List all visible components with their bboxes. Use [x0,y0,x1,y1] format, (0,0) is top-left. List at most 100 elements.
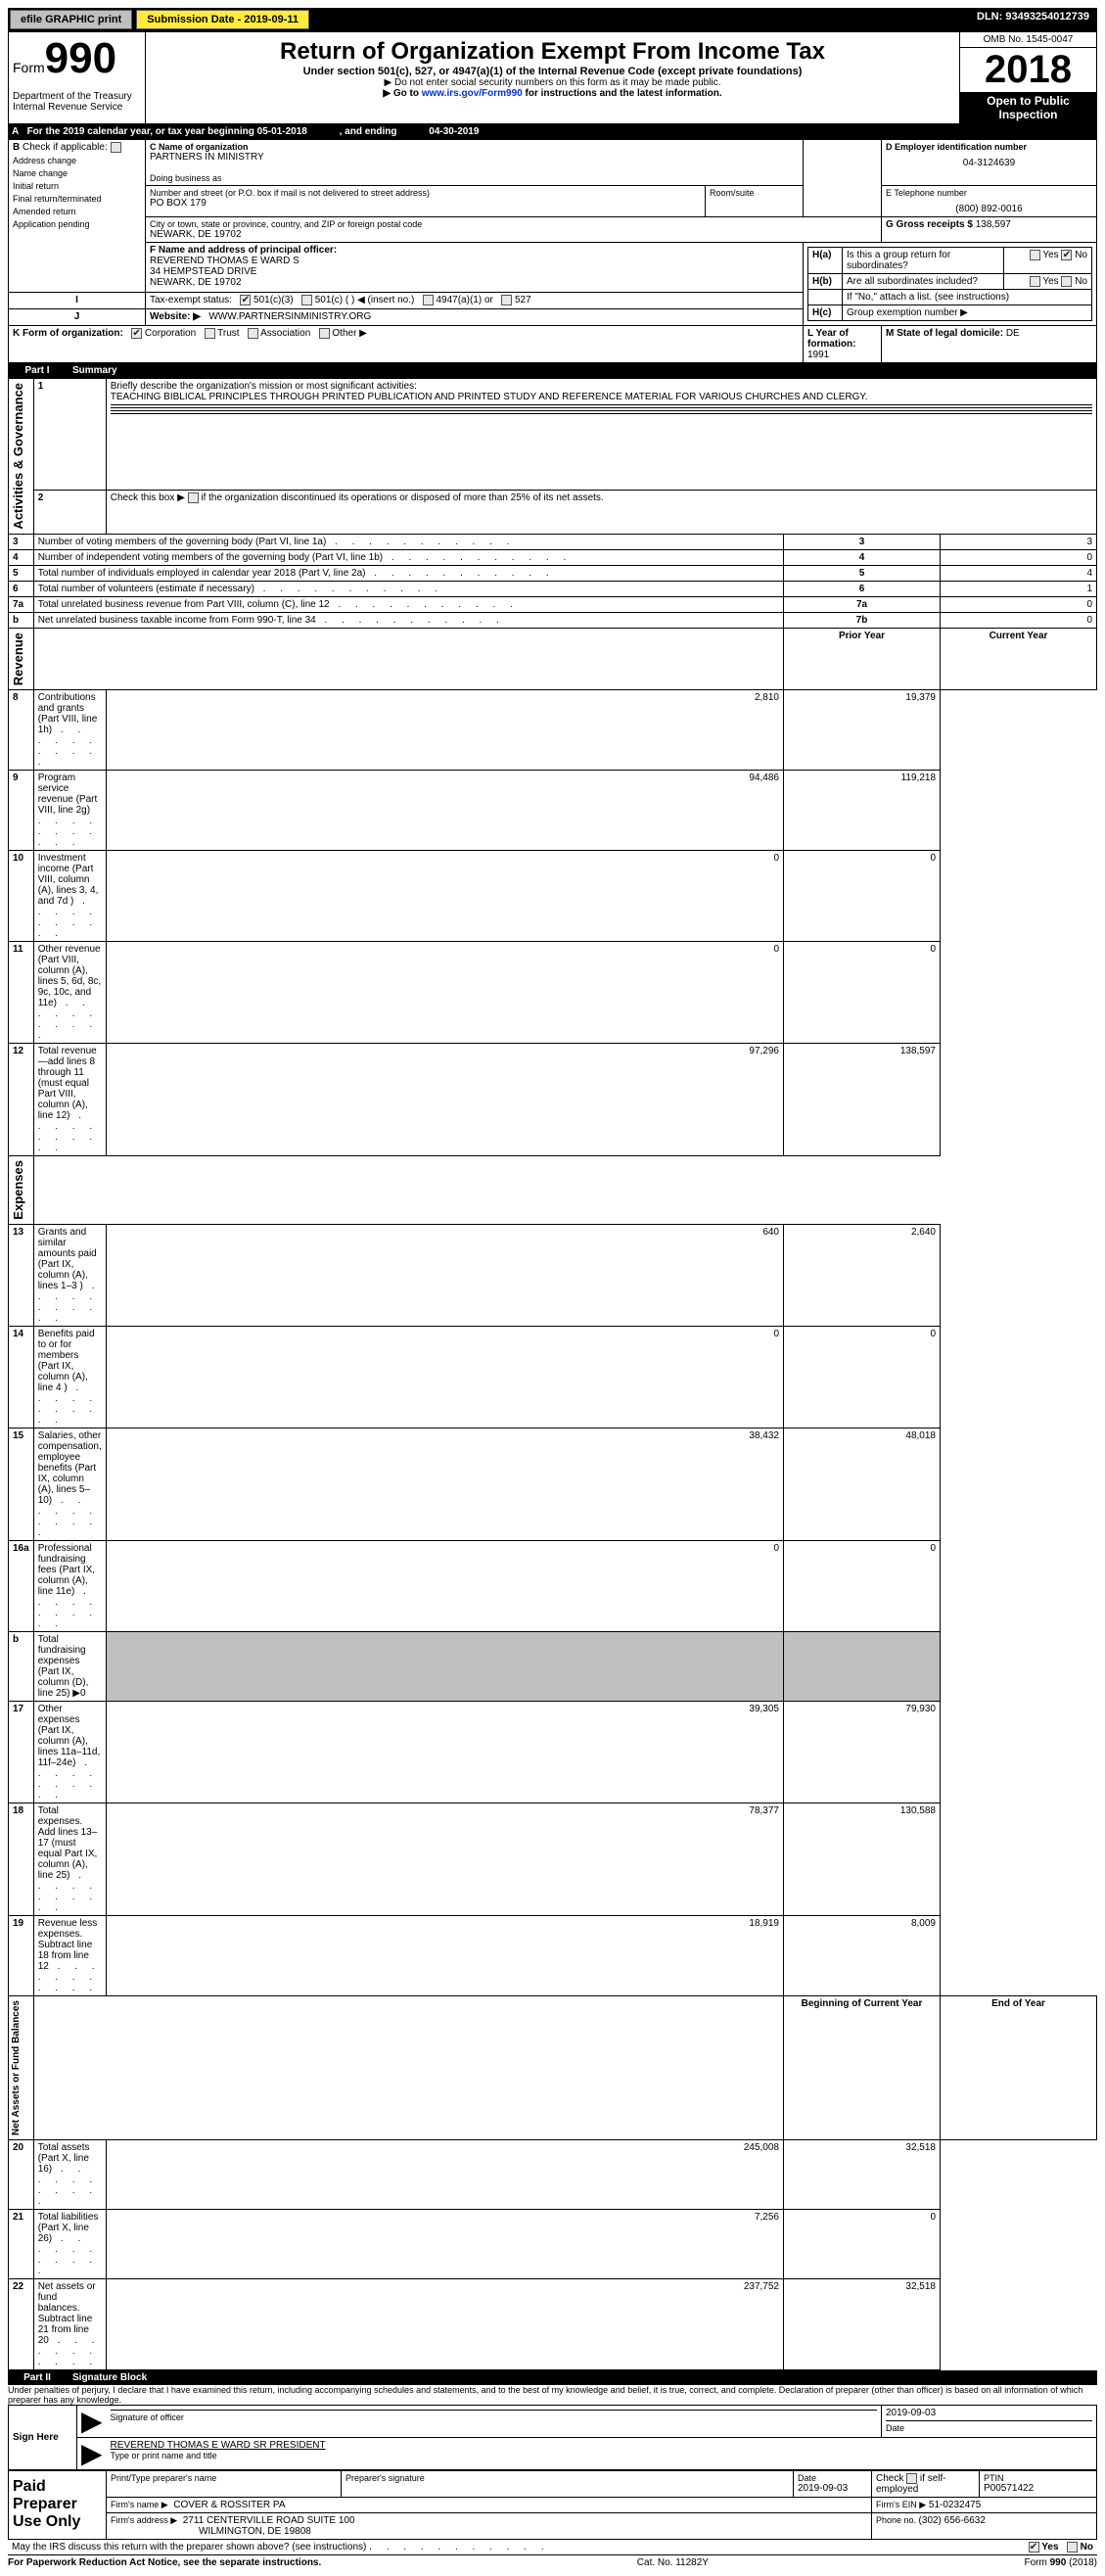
dln-value: 93493254012739 [1005,11,1089,23]
sig-officer-label: Signature of officer [111,2412,184,2422]
summary-row: 20 Total assets (Part X, line 16) 245,00… [9,2139,1097,2209]
officer-street: 34 HEMPSTEAD DRIVE [150,266,799,277]
summary-row: 14 Benefits paid to or for members (Part… [9,1326,1097,1428]
i-label: Tax-exempt status: [150,296,232,306]
entity-block: B Check if applicable: Address changeNam… [8,139,1097,363]
ag-row: 6 Total number of volunteers (estimate i… [9,581,1097,596]
vert-net: Net Assets or Fund Balances [9,1996,23,2139]
sign-here-label: Sign Here [9,2405,77,2469]
i-527-check[interactable] [501,295,512,305]
form-number: 990 [45,34,116,82]
b-opt-2: Initial return [13,181,141,191]
hb-yes-check[interactable] [1030,276,1040,287]
hb-no-check[interactable] [1061,276,1072,287]
summary-row: 13 Grants and similar amounts paid (Part… [9,1224,1097,1326]
header-table: Form990 Department of the Treasury Inter… [8,31,1097,124]
irs-label: Internal Revenue Service [13,102,141,113]
l-label: L Year of formation: [807,328,855,350]
firm-name-label: Firm's name ▶ [111,2500,168,2509]
ha-text: Is this a group return for subordinates? [843,248,1004,274]
penalty-text: Under penalties of perjury, I declare th… [8,2385,1097,2405]
name-title-label: Type or print name and title [111,2451,217,2460]
submission-label: Submission Date - [147,14,244,25]
b-opt-1: Name change [13,168,141,178]
a-prefix: A [12,126,19,137]
self-employed-check[interactable] [906,2473,917,2484]
discuss-yes-check[interactable] [1029,2542,1039,2553]
e-label: E Telephone number [886,188,1092,198]
summary-row: b Total fundraising expenses (Part IX, c… [9,1631,1097,1701]
k-trust-check[interactable] [205,328,215,339]
mission-text: TEACHING BIBLICAL PRINCIPLES THROUGH PRI… [111,392,868,402]
part2-title: Signature Block [67,2370,1097,2385]
hc-text: Group exemption number ▶ [843,305,1092,321]
ag-row: b Net unrelated business taxable income … [9,612,1097,628]
k-assoc-check[interactable] [248,328,258,339]
firm-phone-label: Phone no. [876,2515,919,2525]
sign-here-table: Sign Here ▶ Signature of officer 2019-09… [8,2405,1097,2470]
i-4947-check[interactable] [423,295,434,305]
footer-no: No [1081,2542,1093,2553]
city-label: City or town, state or province, country… [150,219,877,229]
i-501c3-check[interactable] [240,295,251,305]
summary-row: 12 Total revenue—add lines 8 through 11 … [9,1043,1097,1155]
begin-year-hdr: Beginning of Current Year [784,1995,941,2139]
submission-date: 2019-09-11 [244,14,299,25]
tax-year: 2018 [960,48,1096,92]
k-corp-check[interactable] [131,328,142,339]
efile-print-button[interactable]: efile GRAPHIC print [10,10,132,29]
prep-sig-label: Preparer's signature [345,2473,789,2483]
summary-table: Activities & Governance 1 Briefly descri… [8,378,1097,2369]
discuss-text: May the IRS discuss this return with the… [12,2542,366,2553]
summary-row: 9 Program service revenue (Part VIII, li… [9,770,1097,850]
f-label: F Name and address of principal officer: [150,245,799,256]
check-applicable-box[interactable] [111,142,121,153]
firm-addr1: 2711 CENTERVILLE ROAD SUITE 100 [183,2515,355,2526]
firm-ein-label: Firm's EIN ▶ [876,2500,926,2509]
end-year-hdr: End of Year [941,1995,1097,2139]
ha-no-check[interactable] [1061,250,1072,260]
officer-city: NEWARK, DE 19702 [150,277,799,288]
ag-row: 4 Number of independent voting members o… [9,549,1097,565]
summary-row: 15 Salaries, other compensation, employe… [9,1428,1097,1540]
irs-link[interactable]: www.irs.gov/Form990 [422,88,523,99]
a-begin: 05-01-2018 [257,126,307,137]
firm-name: COVER & ROSSITER PA [173,2500,285,2510]
paid-preparer-label: Paid Preparer Use Only [9,2470,107,2539]
org-name: PARTNERS IN MINISTRY [150,152,799,163]
a-end: 04-30-2019 [429,126,479,137]
year-formation: 1991 [807,350,829,360]
summary-row: 11 Other revenue (Part VIII, column (A),… [9,941,1097,1043]
ag-row: 7a Total unrelated business revenue from… [9,596,1097,612]
footer-table: May the IRS discuss this return with the… [8,2540,1097,2554]
q2-check[interactable] [188,492,199,503]
summary-row: 21 Total liabilities (Part X, line 26) 7… [9,2209,1097,2278]
b-opt-5: Application pending [13,219,141,229]
dept-treasury: Department of the Treasury [13,91,141,102]
sign-date: 2019-09-03 [886,2408,936,2418]
state-domicile: DE [1006,328,1020,339]
hb-text: Are all subordinates included? [843,274,1004,290]
q2-prefix: Check this box ▶ [111,492,185,503]
room-label: Room/suite [710,188,799,198]
yes-label: Yes [1042,250,1058,260]
ha-yes-check[interactable] [1030,250,1040,260]
form-note-ssn: ▶ Do not enter social security numbers o… [156,77,949,88]
top-bar: efile GRAPHIC print Submission Date - 20… [8,8,1097,31]
q1-label: Briefly describe the organization's miss… [111,381,417,392]
i-501c-check[interactable] [301,295,312,305]
summary-row: 16a Professional fundraising fees (Part … [9,1540,1097,1631]
footer-yes: Yes [1041,2542,1058,2553]
hb-note: If "No," attach a list. (see instruction… [843,290,1092,305]
q2-text: if the organization discontinued its ope… [201,492,603,503]
sign-arrow-icon: ▶ [81,2406,103,2436]
current-year-hdr: Current Year [941,628,1097,689]
prep-date: 2019-09-03 [798,2483,867,2494]
i-opt1: 501(c) ( ) ◀ (insert no.) [315,296,415,306]
k-other-check[interactable] [319,328,330,339]
dln-label: DLN: [977,11,1005,23]
officer-name: REVEREND THOMAS E WARD S [150,256,799,266]
prep-name-label: Print/Type preparer's name [111,2473,337,2483]
discuss-no-check[interactable] [1067,2542,1078,2553]
website-value: WWW.PARTNERSINMINISTRY.ORG [208,311,371,322]
